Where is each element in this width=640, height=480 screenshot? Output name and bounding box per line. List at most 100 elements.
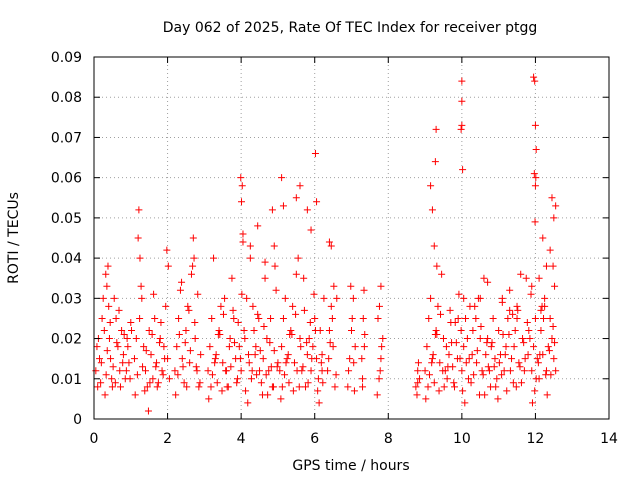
data-point <box>457 327 465 335</box>
data-point <box>118 327 126 335</box>
data-point <box>287 327 295 335</box>
data-point <box>252 343 260 351</box>
data-point <box>320 294 328 302</box>
data-point <box>150 290 158 298</box>
data-point <box>512 383 520 391</box>
data-point <box>527 290 535 298</box>
data-point <box>500 367 508 375</box>
data-point <box>237 174 245 182</box>
data-point <box>495 359 503 367</box>
data-point <box>462 314 470 322</box>
data-point <box>528 367 536 375</box>
data-point <box>183 383 191 391</box>
data-point <box>499 331 507 339</box>
data-point <box>472 314 480 322</box>
x-tick-label: 4 <box>237 431 246 447</box>
data-point <box>187 270 195 278</box>
data-point <box>107 355 115 363</box>
data-point <box>542 367 550 375</box>
data-point <box>544 343 552 351</box>
data-point <box>238 198 246 206</box>
data-point <box>506 306 514 314</box>
data-point <box>193 367 201 375</box>
data-point <box>528 399 536 407</box>
data-point <box>324 367 332 375</box>
data-point <box>174 371 182 379</box>
data-point <box>521 355 529 363</box>
data-point <box>545 347 553 355</box>
data-point <box>532 375 540 383</box>
data-point <box>331 383 339 391</box>
data-point <box>205 395 213 403</box>
data-point <box>234 318 242 326</box>
data-point <box>172 391 180 399</box>
data-point <box>325 238 333 246</box>
data-point <box>506 367 514 375</box>
data-point <box>528 282 536 290</box>
data-point <box>425 314 433 322</box>
data-point <box>454 314 462 322</box>
data-point <box>130 355 138 363</box>
data-point <box>360 343 368 351</box>
data-point <box>379 335 387 343</box>
data-point <box>123 335 131 343</box>
data-point <box>375 302 383 310</box>
data-point <box>149 375 157 383</box>
data-point <box>433 262 441 270</box>
data-point <box>184 302 192 310</box>
data-point <box>378 343 386 351</box>
data-point <box>534 359 542 367</box>
data-point <box>254 310 262 318</box>
data-point <box>270 242 278 250</box>
data-point <box>261 274 269 282</box>
data-point <box>189 234 197 242</box>
data-point <box>120 331 128 339</box>
data-point <box>462 359 470 367</box>
data-point <box>176 286 184 294</box>
data-point <box>299 363 307 371</box>
data-point <box>435 387 443 395</box>
data-point <box>332 371 340 379</box>
data-point <box>292 310 300 318</box>
data-point <box>459 166 467 174</box>
data-point <box>239 238 247 246</box>
data-point <box>444 363 452 371</box>
data-point <box>542 371 550 379</box>
data-point <box>138 294 146 302</box>
data-point <box>457 125 465 133</box>
data-point <box>98 314 106 322</box>
x-tick-label: 2 <box>163 431 172 447</box>
data-point <box>523 318 531 326</box>
data-point <box>476 391 484 399</box>
data-point <box>548 194 556 202</box>
data-point <box>428 355 436 363</box>
data-point <box>266 339 274 347</box>
data-point <box>515 359 523 367</box>
data-point <box>290 359 298 367</box>
data-point <box>238 182 246 190</box>
data-point <box>309 343 317 351</box>
data-point <box>498 371 506 379</box>
data-point <box>431 331 439 339</box>
data-point <box>94 383 102 391</box>
data-point <box>102 371 110 379</box>
data-point <box>442 343 450 351</box>
data-point <box>218 387 226 395</box>
data-point <box>283 355 291 363</box>
data-point <box>296 182 304 190</box>
data-point <box>520 367 528 375</box>
data-point <box>414 359 422 367</box>
data-point <box>261 258 269 266</box>
data-point <box>458 121 466 129</box>
data-point <box>330 282 338 290</box>
data-point <box>359 314 367 322</box>
data-point <box>92 367 100 375</box>
data-point <box>197 351 205 359</box>
data-point <box>153 359 161 367</box>
data-point <box>136 314 144 322</box>
data-point <box>531 121 539 129</box>
data-point <box>531 218 539 226</box>
data-point <box>153 383 161 391</box>
data-point <box>503 387 511 395</box>
y-tick-label: 0.01 <box>51 372 82 388</box>
